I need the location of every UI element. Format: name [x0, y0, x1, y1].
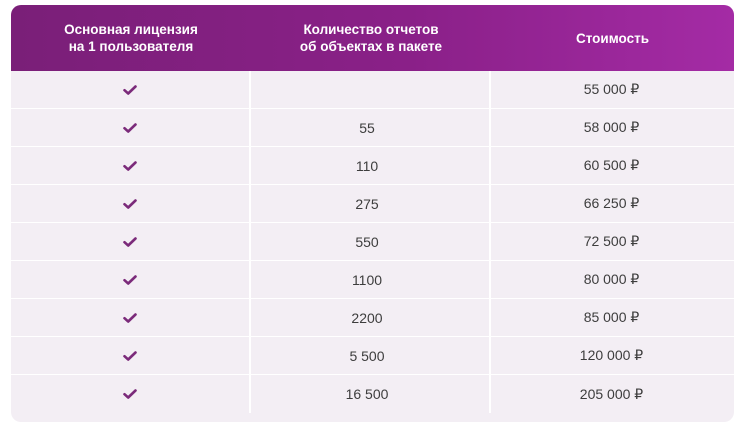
header-license: Основная лицензия на 1 пользователя	[11, 5, 251, 71]
table-row: 16 500 205 000 ₽	[11, 375, 734, 413]
cell-price: 80 000 ₽	[583, 271, 640, 287]
header-reports-line-1: Количество отчетов	[303, 22, 439, 37]
table-header: Основная лицензия на 1 пользователя Коли…	[11, 5, 734, 71]
check-icon	[123, 350, 137, 361]
table-row: 2200 85 000 ₽	[11, 299, 734, 337]
cell-license	[11, 375, 251, 413]
cell-price: 205 000 ₽	[579, 385, 644, 402]
cell-price: 85 000 ₽	[583, 309, 640, 325]
table-row: 110 60 500 ₽	[11, 147, 734, 185]
table-row: 5 500 120 000 ₽	[11, 337, 734, 375]
header-license-line-2: на 1 пользователя	[68, 39, 194, 54]
cell-license	[11, 71, 251, 108]
cell-price: 58 000 ₽	[583, 119, 640, 135]
check-icon	[123, 312, 137, 323]
cell-price: 72 500 ₽	[583, 233, 640, 249]
cell-price: 60 500 ₽	[583, 157, 640, 173]
header-license-line-1: Основная лицензия	[64, 22, 198, 37]
cell-license	[11, 337, 251, 374]
cell-license	[11, 223, 251, 260]
table-row: 1100 80 000 ₽	[11, 261, 734, 299]
cell-reports: 550	[251, 223, 491, 260]
header-reports-line-2: об объектах в пакете	[299, 39, 443, 54]
header-price: Стоимость	[491, 5, 734, 71]
pricing-table: Основная лицензия на 1 пользователя Коли…	[11, 5, 734, 422]
check-icon	[123, 198, 137, 209]
table-row: 55 58 000 ₽	[11, 109, 734, 147]
header-reports: Количество отчетов об объектах в пакете	[251, 5, 491, 71]
cell-reports: 5 500	[251, 337, 491, 374]
cell-price: 55 000 ₽	[583, 81, 640, 97]
cell-reports: 1100	[251, 261, 491, 298]
cell-license	[11, 299, 251, 336]
cell-license	[11, 147, 251, 184]
cell-license	[11, 261, 251, 298]
table-row: 275 66 250 ₽	[11, 185, 734, 223]
cell-reports: 16 500	[251, 375, 491, 413]
cell-price: 66 250 ₽	[583, 195, 640, 211]
cell-reports	[251, 71, 491, 108]
check-icon	[123, 122, 137, 133]
check-icon	[123, 389, 137, 399]
header-price-label: Стоимость	[575, 30, 650, 46]
table-row: 55 000 ₽	[11, 71, 734, 109]
check-icon	[123, 160, 137, 171]
cell-price: 120 000 ₽	[579, 347, 644, 363]
cell-reports: 2200	[251, 299, 491, 336]
check-icon	[123, 236, 137, 247]
cell-reports: 275	[251, 185, 491, 222]
cell-reports: 55	[251, 109, 491, 146]
check-icon	[123, 84, 137, 95]
table-row: 550 72 500 ₽	[11, 223, 734, 261]
cell-reports: 110	[251, 147, 491, 184]
cell-license	[11, 109, 251, 146]
cell-license	[11, 185, 251, 222]
table-body: 55 000 ₽ 55 58 000 ₽ 110 60 500 ₽ 275 66 250 ₽…	[11, 71, 734, 422]
check-icon	[123, 274, 137, 285]
